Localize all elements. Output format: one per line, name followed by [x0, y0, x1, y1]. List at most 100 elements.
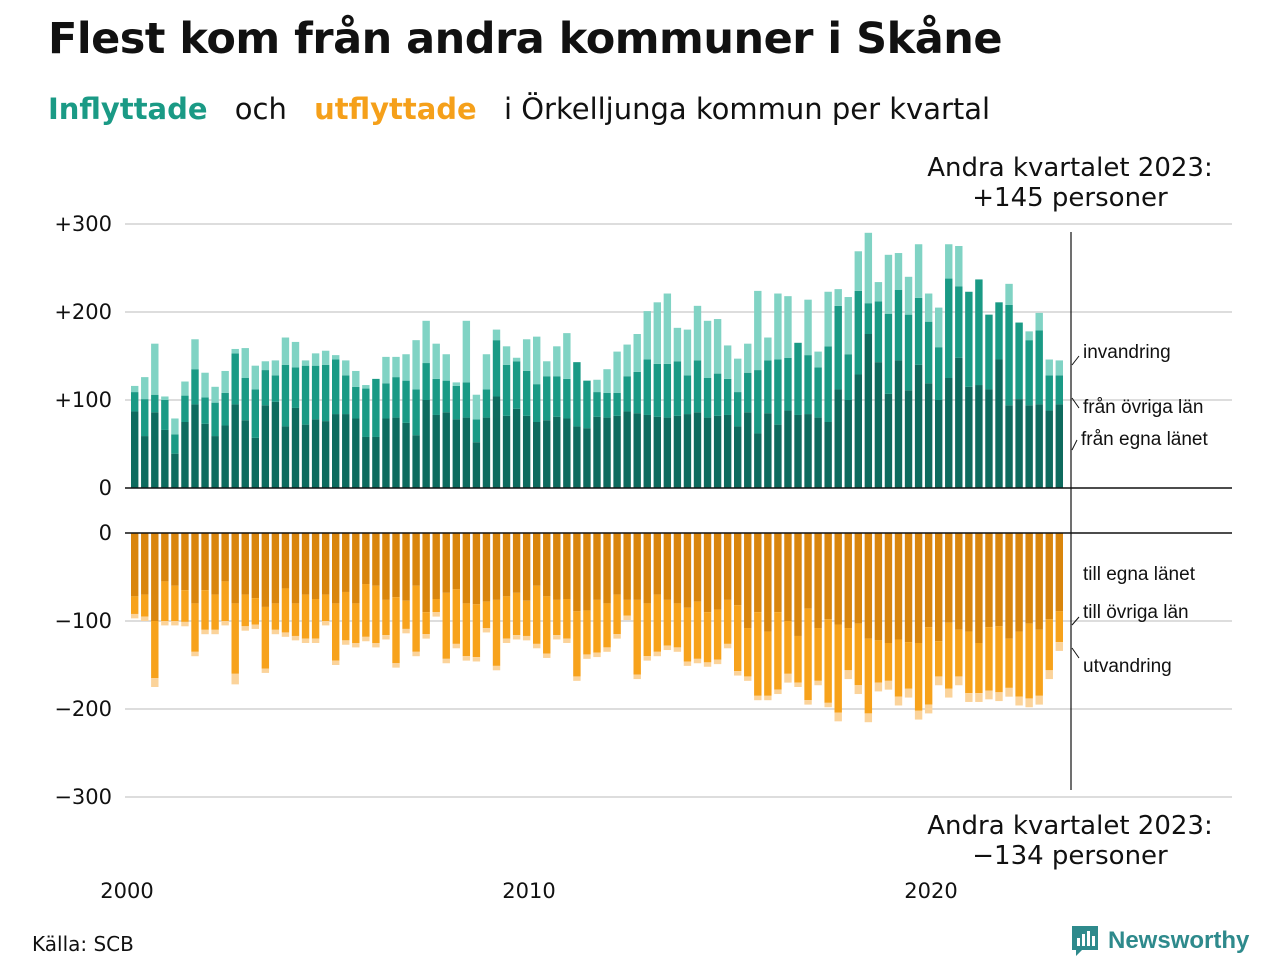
inflow-bar-segment — [171, 434, 179, 454]
outflow-bar-segment — [422, 634, 430, 639]
outflow-bar-segment — [844, 670, 852, 680]
outflow-bar-segment — [352, 533, 360, 604]
outflow-bar-segment — [472, 533, 481, 605]
outflow-bar-segment — [814, 680, 822, 686]
inflow-bar-segment — [543, 361, 551, 377]
outflow-bar-segment — [472, 657, 481, 662]
inflow-bar-segment — [181, 381, 189, 396]
outflow-bar-segment — [683, 607, 692, 662]
subtitle-out-label: utflyttade — [314, 92, 477, 126]
outflow-bar-segment — [824, 533, 832, 620]
outflow-bar-segment — [502, 596, 511, 639]
inflow-bar-segment — [482, 417, 491, 488]
inflow-bar-segment — [1035, 330, 1043, 405]
lower-y-tick: −300 — [54, 785, 112, 809]
inflow-bar-segment — [804, 355, 812, 415]
outflow-bar-segment — [643, 603, 651, 657]
outflow-bar-segment — [472, 604, 481, 658]
outflow-bar-segment — [191, 651, 199, 657]
outflow-bar-segment — [945, 688, 953, 698]
inflow-bar-segment — [693, 360, 702, 413]
inflow-bar-segment — [673, 415, 682, 488]
inflow-bar-segment — [834, 389, 842, 488]
subtitle-rest: i Örkelljunga kommun per kvartal — [503, 92, 991, 126]
inflow-bar-segment — [392, 377, 400, 418]
inflow-bar-segment — [362, 385, 370, 389]
inflow-bar-segment — [623, 376, 631, 412]
label-fran-ovriga-lan: från övriga län — [1083, 397, 1203, 418]
outflow-bar-segment — [271, 603, 280, 630]
inflow-bar-segment — [533, 336, 541, 385]
outflow-bar-segment — [593, 599, 601, 653]
inflow-bar-segment — [171, 453, 179, 488]
inflow-bar-segment — [613, 415, 621, 488]
outflow-bars — [125, 532, 1232, 723]
inflow-bar-segment — [633, 371, 641, 414]
outflow-bar-segment — [301, 533, 310, 595]
outflow-bar-segment — [181, 533, 189, 591]
inflow-bar-segment — [332, 355, 340, 360]
outflow-bar-segment — [462, 656, 471, 661]
inflow-bar-segment — [1015, 322, 1023, 400]
inflow-bar-segment — [603, 392, 611, 418]
bottom-annotation-line2: −134 personer — [972, 841, 1168, 871]
inflow-bar-segment — [874, 282, 883, 302]
inflow-bar-segment — [422, 363, 430, 400]
inflow-bar-segment — [995, 359, 1003, 488]
outflow-bar-segment — [723, 533, 732, 600]
outflow-bar-segment — [1005, 638, 1013, 688]
inflow-bar-segment — [382, 383, 390, 419]
inflow-bar-segment — [241, 420, 249, 488]
inflow-bar-segment — [844, 400, 852, 488]
inflow-bar-segment — [311, 365, 320, 420]
outflow-bar-segment — [442, 658, 450, 664]
label-utvandring: utvandring — [1083, 656, 1172, 677]
inflow-bar-segment — [281, 426, 290, 488]
inflow-bar-segment — [965, 291, 973, 387]
outflow-bar-segment — [522, 635, 531, 641]
outflow-bar-segment — [191, 603, 199, 652]
outflow-bar-segment — [784, 673, 792, 683]
outflow-bar-segment — [854, 623, 862, 686]
outflow-bar-segment — [613, 634, 621, 639]
inflow-bar-segment — [201, 397, 209, 424]
outflow-bar-segment — [482, 628, 491, 633]
inflow-bar-segment — [884, 313, 893, 394]
outflow-bar-segment — [442, 533, 450, 593]
outflow-bar-segment — [382, 533, 390, 600]
inflow-bar-segment — [482, 389, 491, 418]
inflow-bar-segment — [814, 417, 822, 488]
inflow-bar-segment — [141, 436, 149, 488]
outflow-bar-segment — [653, 594, 661, 652]
outflow-bar-segment — [452, 643, 460, 649]
inflow-bar-segment — [342, 414, 350, 488]
outflow-bar-segment — [834, 533, 842, 625]
brand-logo[interactable]: Newsworthy — [1070, 924, 1249, 958]
outflow-bar-segment — [181, 621, 189, 627]
inflow-bar-segment — [935, 347, 943, 400]
inflow-bar-segment — [824, 346, 832, 422]
outflow-bar-segment — [975, 693, 983, 702]
inflow-bar-segment — [874, 301, 883, 363]
outflow-bar-segment — [191, 533, 199, 604]
outflow-bar-segment — [1035, 533, 1043, 630]
inflow-bar-segment — [854, 251, 862, 291]
outflow-bar-segment — [452, 533, 460, 590]
upper-y-tick: +300 — [54, 212, 112, 236]
outflow-bar-segment — [764, 533, 772, 632]
outflow-bar-segment — [744, 676, 752, 681]
outflow-bar-segment — [914, 710, 923, 720]
inflow-bar-segment — [663, 293, 672, 364]
outflow-bar-segment — [321, 621, 330, 626]
inflow-bar-segment — [734, 426, 742, 488]
outflow-bar-segment — [362, 584, 370, 637]
inflow-bar-segment — [392, 356, 400, 378]
inflow-bar-segment — [784, 296, 792, 358]
outflow-bar-segment — [975, 643, 983, 694]
outflow-bar-segment — [764, 695, 772, 701]
inflow-bar-segment — [502, 346, 511, 365]
outflow-bar-segment — [402, 600, 410, 629]
outflow-bar-segment — [502, 638, 511, 643]
inflow-bar-segment — [352, 370, 360, 387]
outflow-bar-segment — [342, 591, 350, 641]
